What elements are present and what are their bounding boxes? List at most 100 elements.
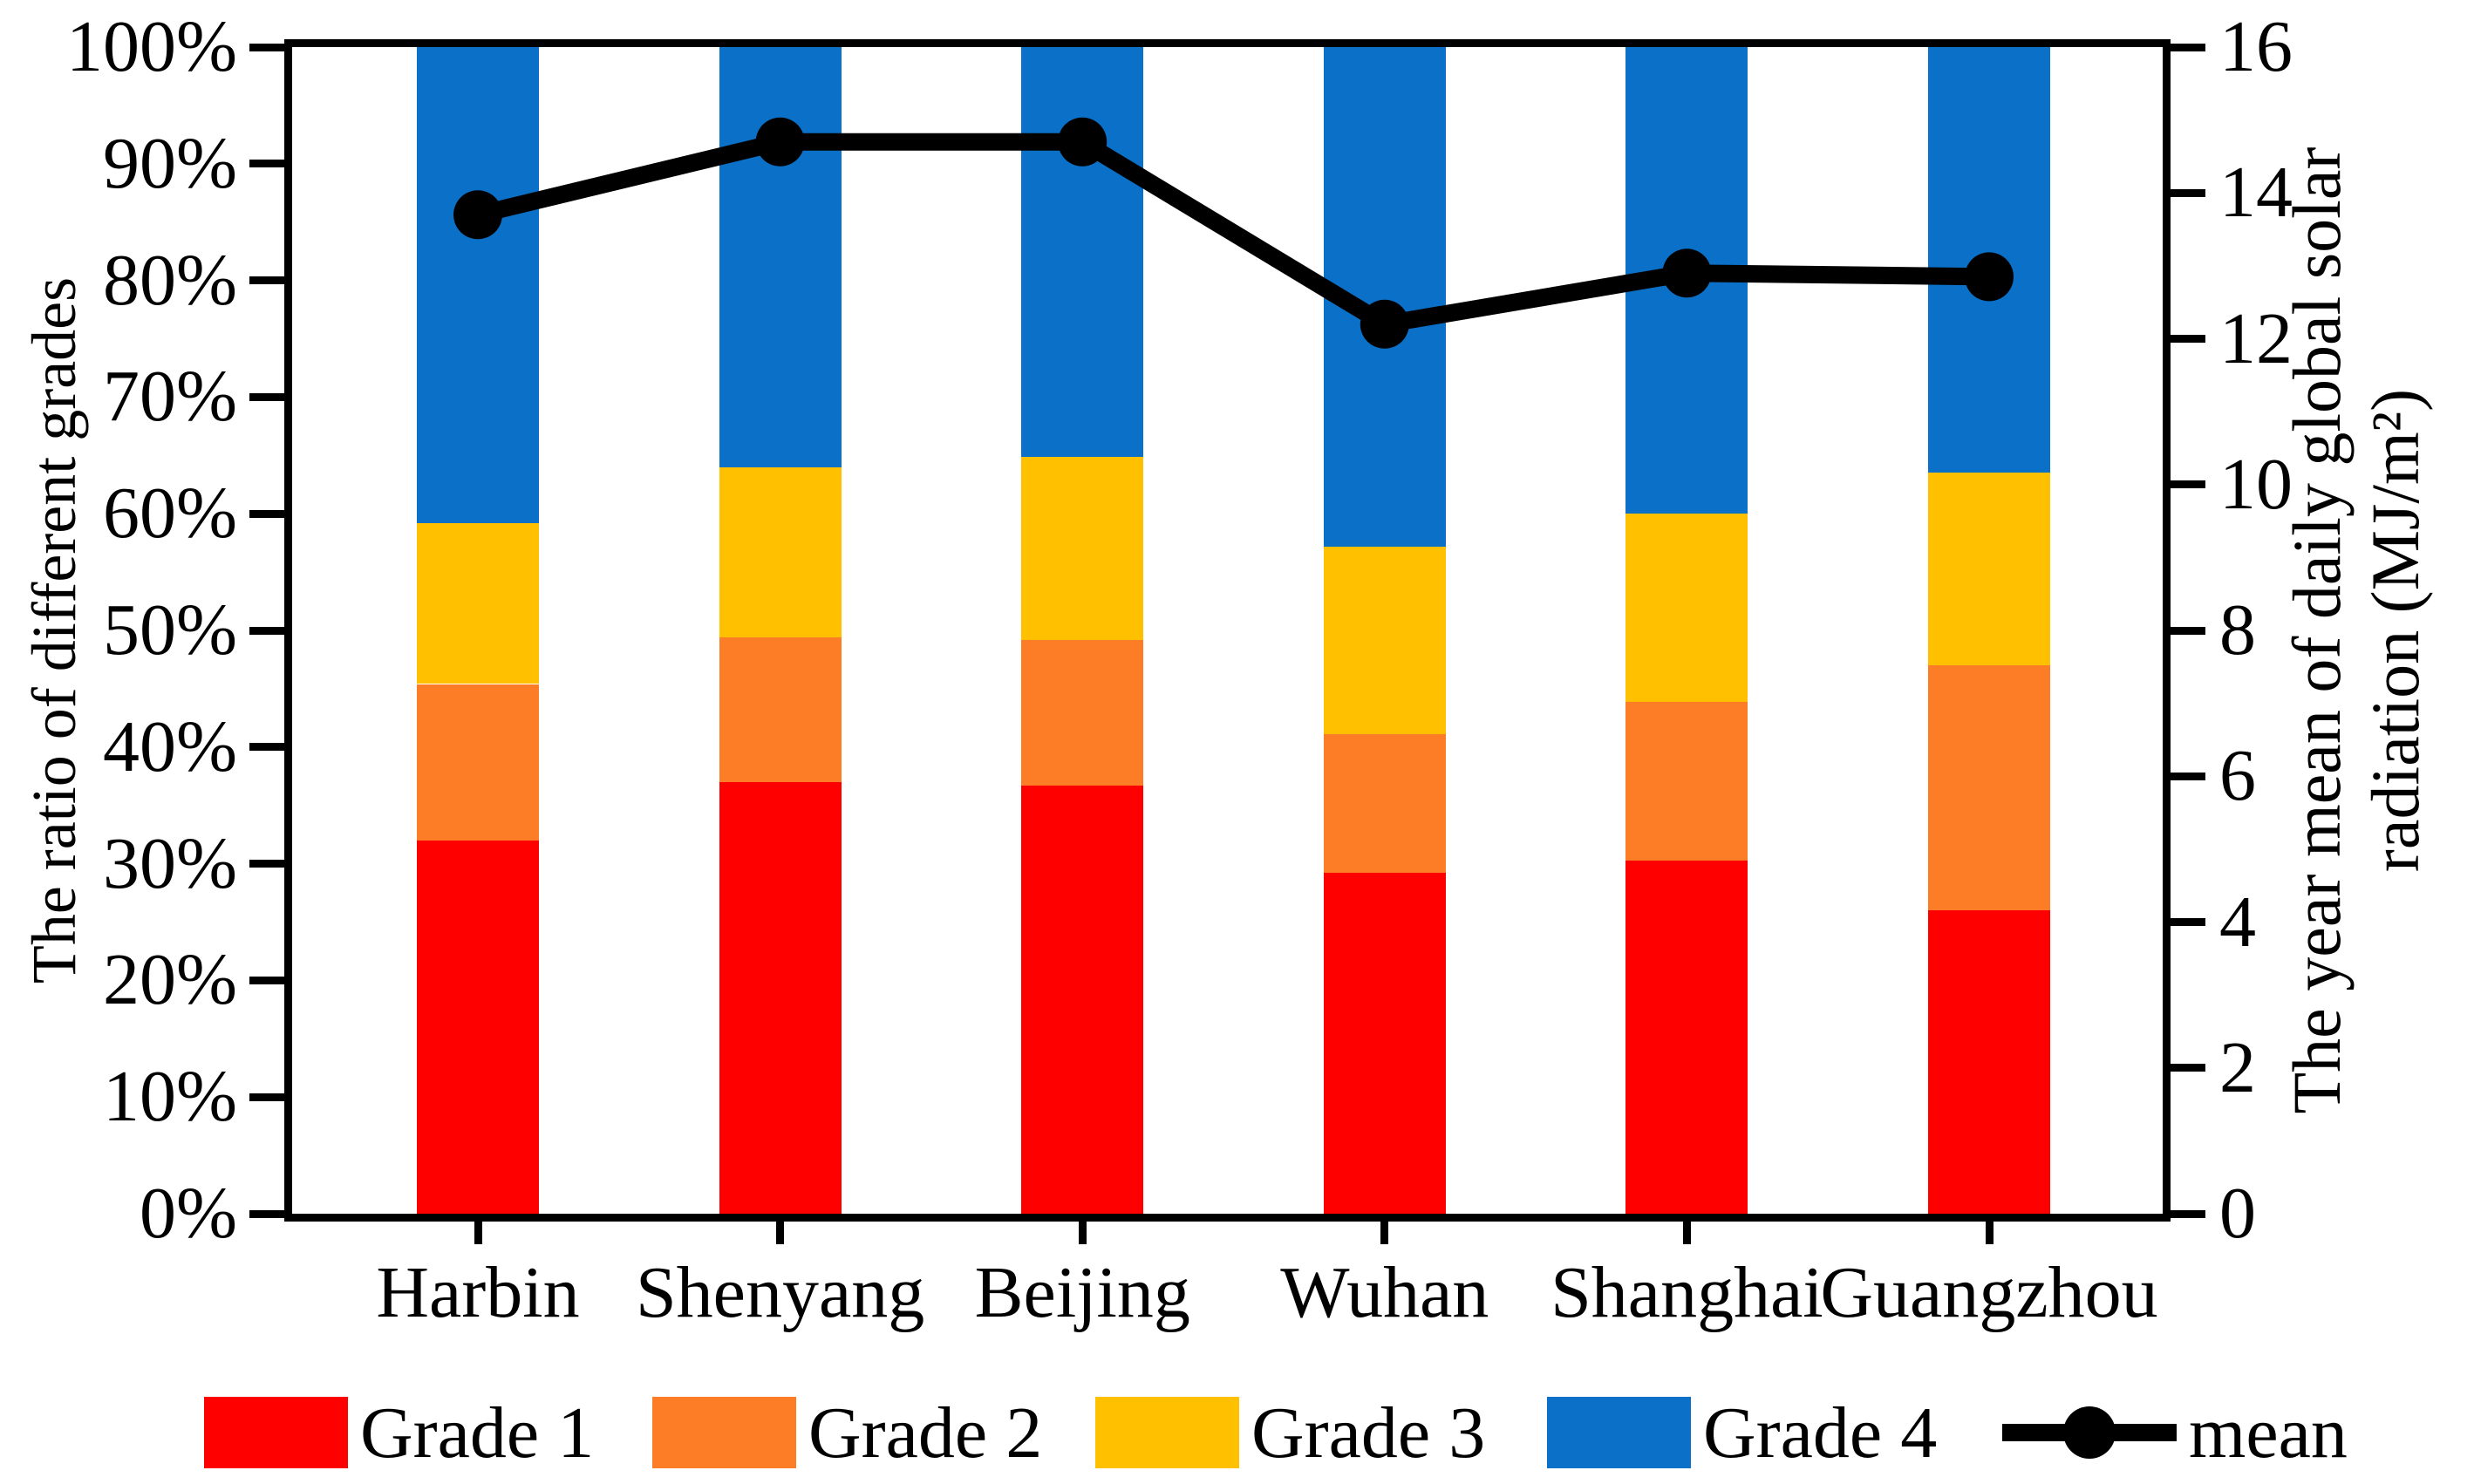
left-axis-tick-label: 0% bbox=[140, 1173, 237, 1254]
legend-label-mean: mean bbox=[2189, 1392, 2348, 1474]
bar-segment-grade-2 bbox=[1323, 734, 1446, 874]
left-axis-tick-label: 60% bbox=[103, 473, 237, 555]
bar-segment-grade-2 bbox=[1625, 701, 1748, 861]
right-axis-tick bbox=[2171, 335, 2205, 343]
left-axis-title: The ratio of different grades bbox=[19, 276, 89, 984]
left-axis-tick-label: 50% bbox=[103, 589, 237, 671]
left-axis-tick bbox=[249, 976, 284, 984]
mean-marker bbox=[453, 190, 502, 240]
bar-segment-grade-3 bbox=[1021, 456, 1144, 640]
right-axis-tick bbox=[2171, 1209, 2205, 1218]
legend-item-mean: mean bbox=[2002, 1385, 2348, 1481]
right-axis-tick bbox=[2171, 772, 2205, 780]
legend-label-grade-4: Grade 4 bbox=[1703, 1392, 1938, 1474]
left-axis-tick bbox=[249, 276, 284, 285]
bar-segment-grade-1 bbox=[719, 781, 842, 1214]
left-axis-tick bbox=[249, 160, 284, 168]
bar-segment-grade-3 bbox=[417, 522, 539, 684]
left-axis-tick bbox=[249, 860, 284, 868]
left-axis-tick-label: 80% bbox=[103, 239, 237, 321]
left-axis-tick bbox=[249, 1209, 284, 1218]
x-axis-label-harbin: Harbin bbox=[376, 1252, 580, 1333]
bar-segment-grade-3 bbox=[719, 466, 842, 637]
right-axis-tick bbox=[2171, 1064, 2205, 1072]
x-axis-label-wuhan: Wuhan bbox=[1280, 1252, 1489, 1333]
left-axis-tick-label: 30% bbox=[103, 822, 237, 904]
right-axis-tick-label: 16 bbox=[2219, 6, 2293, 87]
left-axis-tick bbox=[249, 626, 284, 635]
x-axis-tick bbox=[1380, 1222, 1389, 1244]
x-axis-tick bbox=[1078, 1222, 1087, 1244]
legend-label-grade-2: Grade 2 bbox=[808, 1392, 1043, 1474]
right-axis-tick bbox=[2171, 43, 2205, 51]
mean-marker bbox=[1965, 252, 2014, 302]
right-axis-tick bbox=[2171, 918, 2205, 926]
right-axis-tick-label: 4 bbox=[2219, 881, 2256, 963]
bar-segment-grade-4 bbox=[719, 47, 842, 467]
left-axis-tick-label: 100% bbox=[66, 6, 237, 87]
right-axis-tick-label: 6 bbox=[2219, 735, 2256, 817]
left-axis-tick-label: 90% bbox=[103, 122, 237, 204]
x-axis-label-shenyang: Shenyang bbox=[635, 1252, 925, 1333]
legend-mean-marker bbox=[2063, 1406, 2116, 1459]
x-axis-label-guangzhou: Guangzhou bbox=[1820, 1252, 2158, 1333]
bar-segment-grade-1 bbox=[1625, 860, 1748, 1214]
right-axis-title-line-1: The year mean of daily global solar bbox=[2279, 146, 2355, 1114]
bar-segment-grade-3 bbox=[1928, 473, 2050, 666]
bar-segment-grade-4 bbox=[1021, 47, 1144, 457]
right-axis-tick-label: 8 bbox=[2219, 589, 2256, 671]
left-axis-tick bbox=[249, 43, 284, 51]
right-axis-tick bbox=[2171, 480, 2205, 489]
right-axis-title: The year mean of daily global solar radi… bbox=[2278, 147, 2435, 1114]
mean-line bbox=[475, 133, 1990, 334]
right-axis-tick-label: 10 bbox=[2219, 443, 2293, 525]
legend-label-grade-1: Grade 1 bbox=[360, 1392, 595, 1474]
x-axis-tick bbox=[474, 1222, 482, 1244]
legend-item-grade-2: Grade 2 bbox=[652, 1385, 1042, 1481]
legend-item-grade-1: Grade 1 bbox=[204, 1385, 594, 1481]
left-axis-tick-label: 70% bbox=[103, 356, 237, 438]
bar-segment-grade-1 bbox=[417, 840, 539, 1214]
legend-item-grade-4: Grade 4 bbox=[1547, 1385, 1937, 1481]
x-axis-tick bbox=[776, 1222, 785, 1244]
bar-segment-grade-1 bbox=[1323, 873, 1446, 1214]
bar-segment-grade-2 bbox=[1021, 639, 1144, 786]
legend-swatch-grade-4 bbox=[1547, 1397, 1691, 1468]
mean-line-layer bbox=[453, 117, 2014, 349]
bar-segment-grade-3 bbox=[1323, 546, 1446, 735]
legend-swatch-grade-3 bbox=[1095, 1397, 1239, 1468]
left-axis-tick-label: 10% bbox=[103, 1056, 237, 1138]
bar-segment-grade-1 bbox=[1928, 910, 2050, 1214]
right-axis-tick-label: 14 bbox=[2219, 152, 2293, 234]
right-axis-tick-label: 0 bbox=[2219, 1173, 2256, 1254]
bar-segment-grade-2 bbox=[1928, 665, 2050, 911]
x-axis-label-beijing: Beijing bbox=[974, 1252, 1190, 1333]
x-axis-tick bbox=[1682, 1222, 1691, 1244]
bar-segment-grade-1 bbox=[1021, 786, 1144, 1214]
bar-segment-grade-4 bbox=[417, 47, 539, 523]
legend-swatch-grade-2 bbox=[652, 1397, 796, 1468]
x-axis-tick bbox=[1985, 1222, 1994, 1244]
legend-swatch-grade-1 bbox=[204, 1397, 348, 1468]
left-axis-tick bbox=[249, 392, 284, 401]
bar-segment-grade-2 bbox=[417, 684, 539, 841]
mean-marker bbox=[1360, 299, 1409, 349]
right-axis-tick bbox=[2171, 188, 2205, 197]
right-axis-tick bbox=[2171, 626, 2205, 635]
mean-marker bbox=[1058, 117, 1108, 167]
right-axis-title-line-2: radiation (MJ/m²) bbox=[2357, 388, 2433, 873]
right-axis-tick-label: 2 bbox=[2219, 1026, 2256, 1108]
x-axis-label-shanghai: Shanghai bbox=[1551, 1252, 1823, 1333]
left-axis-tick bbox=[249, 509, 284, 518]
left-axis-tick-label: 20% bbox=[103, 939, 237, 1021]
legend: Grade 1 Grade 2 Grade 3 Grade 4 mean bbox=[0, 1385, 2474, 1481]
legend-label-grade-3: Grade 3 bbox=[1251, 1392, 1486, 1474]
right-axis-tick-label: 12 bbox=[2219, 297, 2293, 379]
mean-marker bbox=[755, 117, 805, 167]
legend-mean-symbol bbox=[2002, 1406, 2177, 1459]
bar-segment-grade-2 bbox=[719, 637, 842, 782]
mean-marker bbox=[1662, 248, 1712, 298]
left-axis-tick-label: 40% bbox=[103, 705, 237, 787]
legend-item-grade-3: Grade 3 bbox=[1095, 1385, 1485, 1481]
